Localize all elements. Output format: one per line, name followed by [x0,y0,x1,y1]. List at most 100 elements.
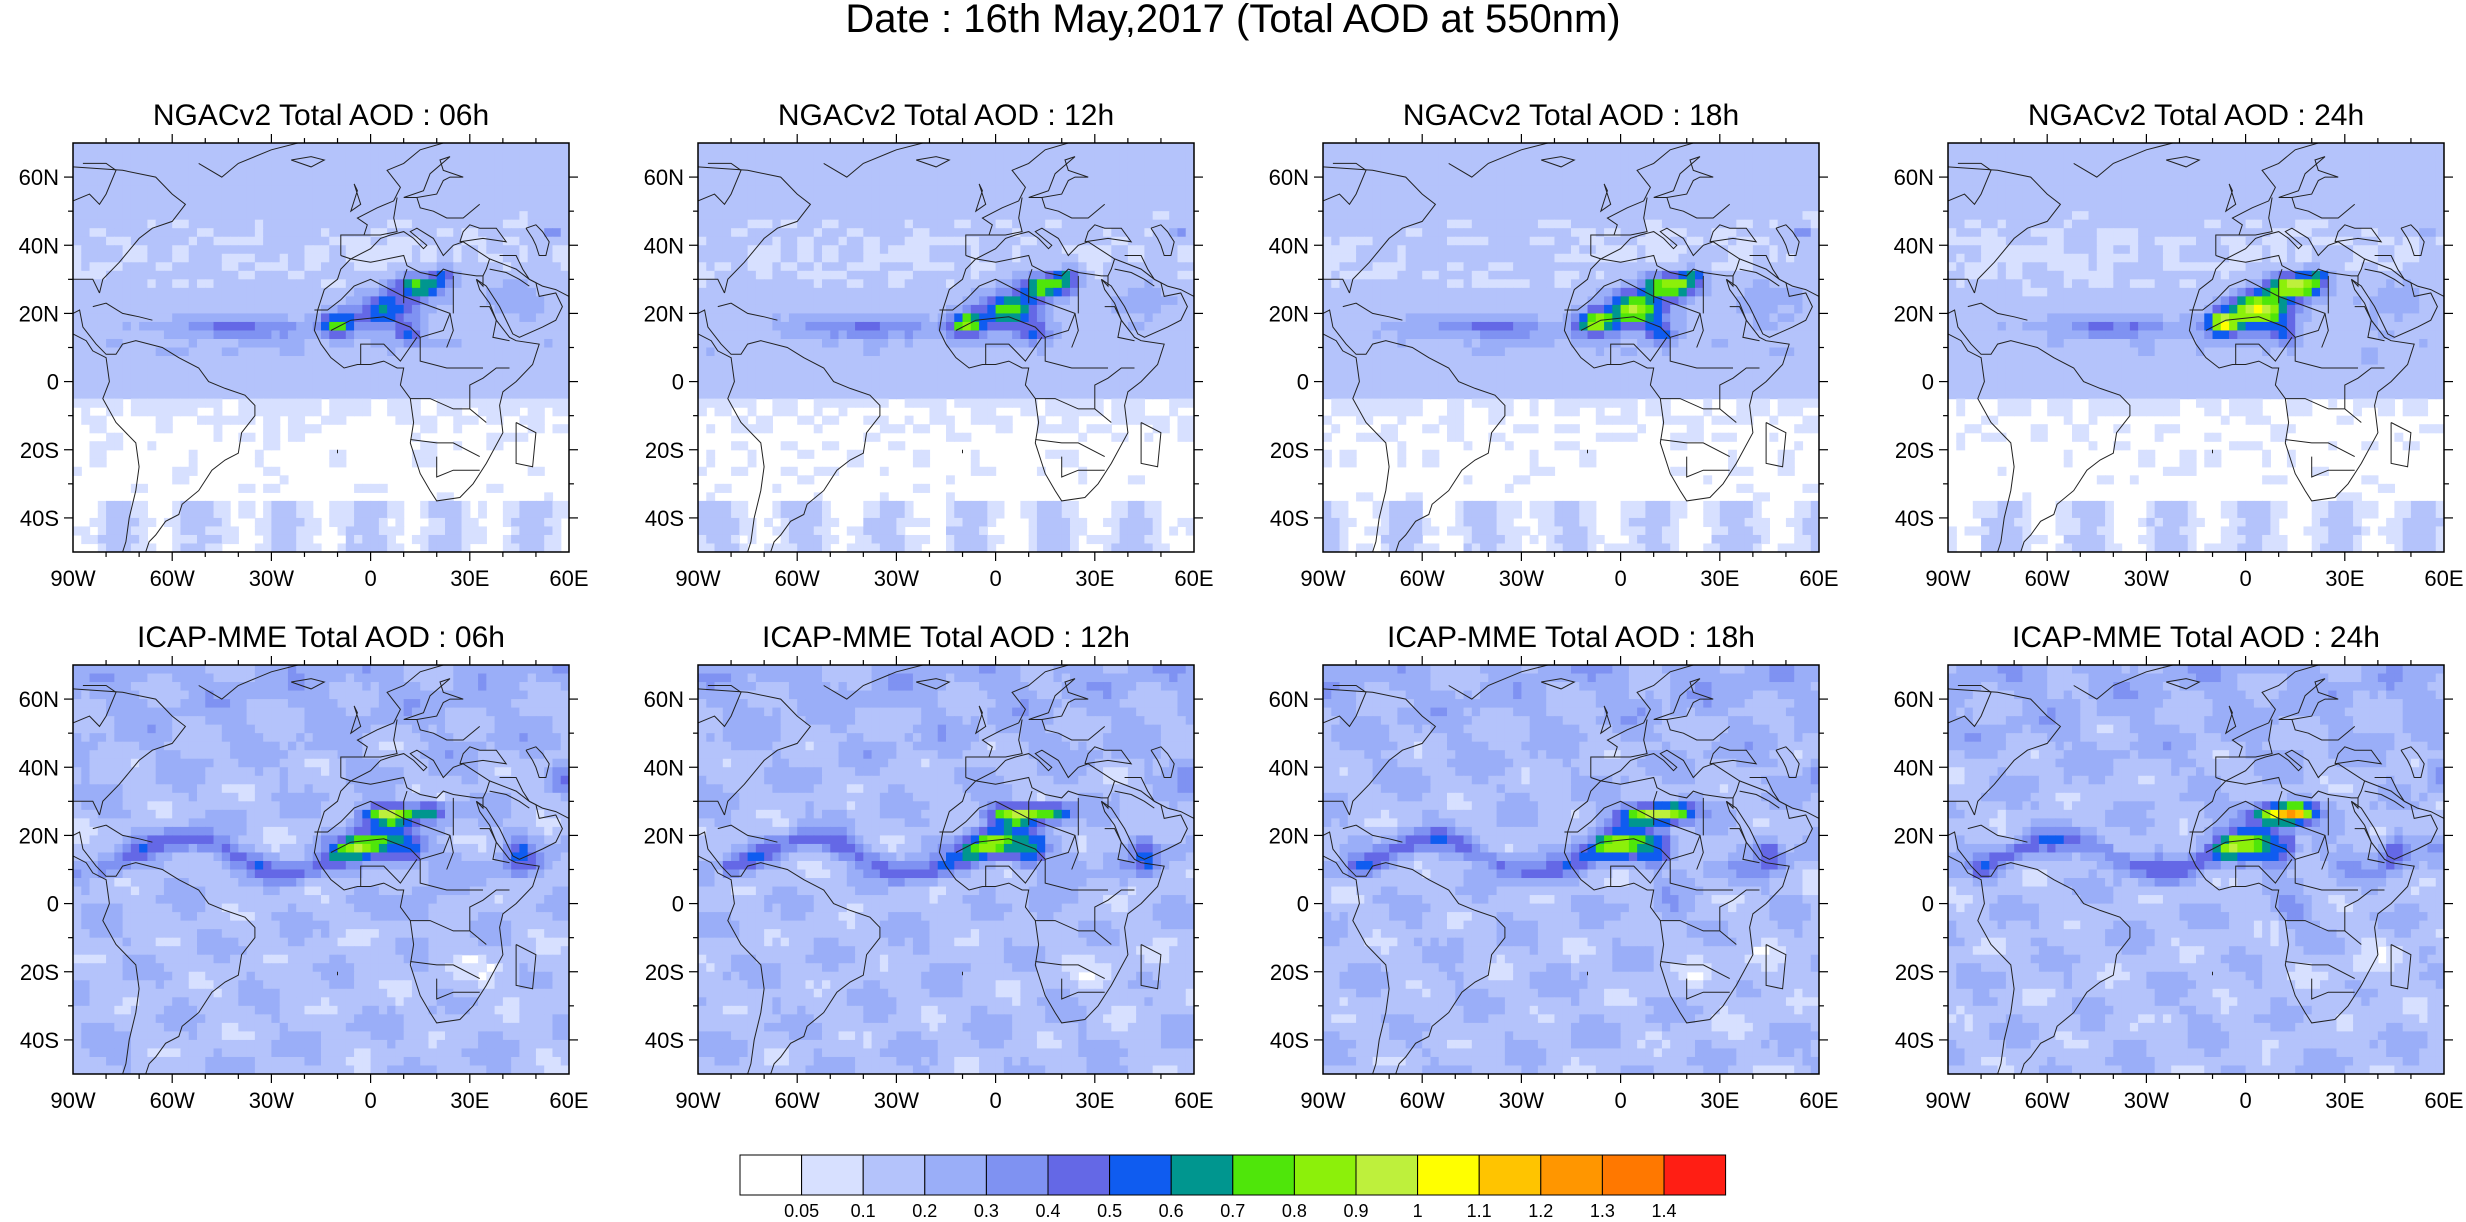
panel-title: ICAP-MME Total AOD : 06h [137,621,505,654]
lon-tick-label: 30W [249,1088,294,1113]
lat-tick-label: 0 [47,892,59,917]
map-panel: ICAP-MME Total AOD : 06h 60N 40N 20N 0 20S 40S… [19,621,589,1113]
panel-title: NGACv2 Total AOD : 24h [2028,99,2364,132]
lat-tick-label: 60N [19,165,59,190]
lon-tick-label: 30W [249,566,294,591]
lat-tick-label: 0 [47,370,59,395]
tick-marks [689,656,1203,1083]
lat-tick-label: 20N [1894,823,1934,848]
tick-marks [64,656,578,1083]
colorbar-label: 1.2 [1528,1201,1553,1221]
lon-tick-label: 60W [775,566,820,591]
lon-tick-label: 30W [874,566,919,591]
tick-marks [1314,656,1828,1083]
colorbar-label: 0.05 [784,1201,819,1221]
lon-tick-label: 60E [1799,566,1838,591]
lon-tick-label: 60W [2025,1088,2070,1113]
tick-marks [1314,134,1828,561]
lon-tick-label: 60E [1799,1088,1838,1113]
lon-tick-label: 60E [549,566,588,591]
lat-tick-label: 20N [1269,823,1309,848]
aod-field [1323,665,1819,1074]
map-panel: NGACv2 Total AOD : 18h 60N 40N 20N 0 20S 40S 90… [1269,99,1839,591]
lat-tick-label: 60N [19,687,59,712]
lon-tick-label: 0 [364,566,376,591]
lat-tick-label: 0 [1297,370,1309,395]
aod-field [698,143,1194,552]
lon-tick-label: 0 [989,1088,1001,1113]
lon-tick-label: 30E [2325,566,2364,591]
colorbar-label: 0.2 [912,1201,937,1221]
colorbar-label: 1 [1413,1201,1423,1221]
lat-tick-label: 40N [644,755,684,780]
lon-tick-label: 60E [2424,1088,2463,1113]
lat-tick-label: 20S [645,438,684,463]
colorbar-label: 0.6 [1159,1201,1184,1221]
lon-tick-label: 60W [1400,566,1445,591]
aod-field [1948,665,2444,1074]
colorbar: 0.05 0.1 0.2 0.3 0.4 0.5 0.6 0.7 0.8 0.9 1 1.1 1.2 1.… [739,1154,1727,1221]
colorbar-label: 0.5 [1097,1201,1122,1221]
colorbar-label: 0.1 [851,1201,876,1221]
map-panel: ICAP-MME Total AOD : 24h 60N 40N 20N 0 20S 40S… [1894,621,2464,1113]
lon-tick-label: 0 [2239,566,2251,591]
lon-tick-label: 0 [2239,1088,2251,1113]
lat-tick-label: 40N [19,755,59,780]
colorbar-swatch [924,1154,987,1196]
lat-tick-label: 40S [1270,506,1309,531]
aod-field [73,665,569,1074]
tick-marks [1939,656,2453,1083]
tick-marks [689,134,1203,561]
coastlines [1323,665,1819,1074]
lat-tick-label: 20S [1270,960,1309,985]
lon-tick-label: 30W [1499,566,1544,591]
colorbar-label: 1.3 [1590,1201,1615,1221]
lon-tick-label: 60E [1174,1088,1213,1113]
lat-tick-label: 0 [1297,892,1309,917]
lon-tick-label: 60E [549,1088,588,1113]
lat-tick-label: 20N [1269,301,1309,326]
colorbar-swatch [1417,1154,1480,1196]
lat-tick-label: 20S [645,960,684,985]
lon-tick-label: 30W [874,1088,919,1113]
lat-tick-label: 40N [1894,233,1934,258]
lon-tick-label: 90W [675,566,720,591]
colorbar-label: 0.8 [1282,1201,1307,1221]
lon-tick-label: 90W [1300,1088,1345,1113]
lat-tick-label: 20S [1895,438,1934,463]
coastlines [698,665,1194,1074]
lon-tick-label: 30E [1075,566,1114,591]
colorbar-swatch [985,1154,1049,1196]
lat-tick-label: 20N [19,301,59,326]
aod-field [1323,143,1819,552]
lat-tick-label: 40S [20,1028,59,1053]
lat-tick-label: 60N [1894,687,1934,712]
lat-tick-label: 40S [1895,1028,1934,1053]
lon-tick-label: 60W [1400,1088,1445,1113]
colorbar-label: 1.1 [1467,1201,1492,1221]
lon-tick-label: 30W [2124,1088,2169,1113]
map-panel: NGACv2 Total AOD : 06h 60N 40N 20N 0 20S 40S 90… [19,99,589,591]
colorbar-swatch [1232,1154,1295,1196]
lon-tick-label: 90W [50,1088,95,1113]
map-panel: ICAP-MME Total AOD : 18h 60N 40N 20N 0 20S 40S… [1269,621,1839,1113]
colorbar-swatch [862,1154,926,1196]
panel-title: NGACv2 Total AOD : 12h [778,99,1114,132]
lon-tick-label: 30E [450,566,489,591]
colorbar-swatch [1663,1154,1727,1196]
tick-marks [1939,134,2453,561]
panel-title: ICAP-MME Total AOD : 12h [762,621,1130,654]
lat-tick-label: 0 [1922,370,1934,395]
lon-tick-label: 0 [1614,566,1626,591]
lon-tick-label: 90W [1925,566,1970,591]
lon-tick-label: 60W [775,1088,820,1113]
colorbar-swatch [1355,1154,1419,1196]
colorbar-swatch [1601,1154,1665,1196]
colorbar-swatch [1478,1154,1542,1196]
lon-tick-label: 0 [989,566,1001,591]
coastlines [1948,143,2444,552]
coastlines [1948,665,2444,1074]
lat-tick-label: 20S [20,438,59,463]
lat-tick-label: 40N [644,233,684,258]
